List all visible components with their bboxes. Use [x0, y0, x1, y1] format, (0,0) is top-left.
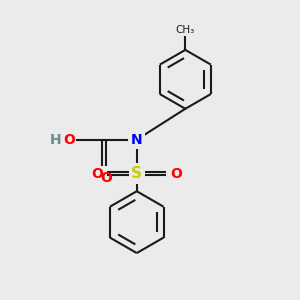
Text: H: H	[50, 133, 61, 147]
Text: CH₃: CH₃	[176, 25, 195, 35]
Text: N: N	[131, 133, 142, 147]
Text: S: S	[131, 166, 142, 181]
Text: O: O	[63, 133, 75, 147]
Text: O: O	[100, 172, 112, 185]
Text: O: O	[171, 167, 182, 181]
Text: O: O	[91, 167, 103, 181]
